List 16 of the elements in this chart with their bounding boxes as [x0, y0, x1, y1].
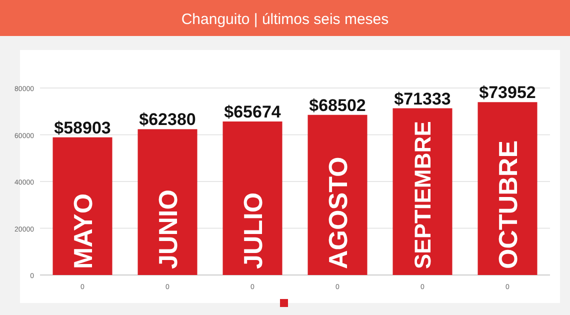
- data-label: $58903: [54, 118, 111, 138]
- data-label: $62380: [139, 110, 196, 130]
- bar: [138, 129, 198, 275]
- x-tick-label: OCTUBRE: [492, 140, 523, 269]
- x-tick-label: SEPTIEMBRE: [410, 121, 436, 269]
- data-label: $73952: [479, 83, 536, 102]
- bar: [52, 137, 112, 275]
- chart-title: Changuito | últimos seis meses: [181, 11, 389, 28]
- x-tick-label: AGOSTO: [322, 156, 353, 269]
- x-tick-label: MAYO: [68, 193, 98, 269]
- data-label: $68502: [309, 96, 366, 115]
- x-tick-label: JUNIO: [152, 190, 183, 269]
- bar: [222, 121, 282, 275]
- x-tick-label: JULIO: [238, 192, 268, 269]
- data-label: $71333: [394, 89, 451, 108]
- data-label: $65674: [224, 102, 282, 122]
